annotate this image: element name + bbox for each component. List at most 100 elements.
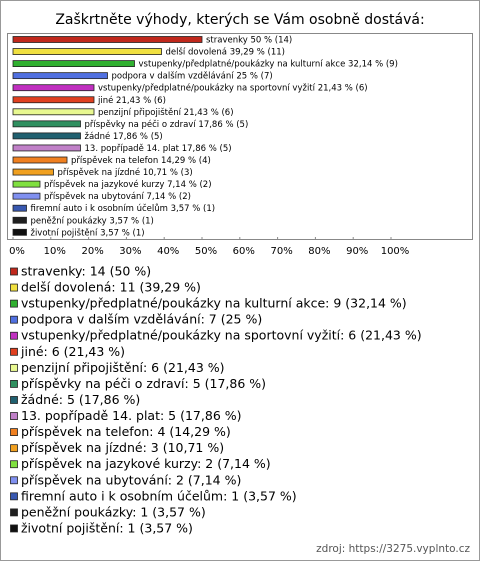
bar xyxy=(12,168,54,176)
data-label: peněžní poukázky 3,57 % (1) xyxy=(30,216,153,226)
category-label: příspěvky na péči o zdraví xyxy=(85,118,197,129)
category-label: delší dovolená xyxy=(166,46,228,57)
value-label: 14,29 % (4) xyxy=(161,156,211,166)
category-label: příspěvek na telefon xyxy=(71,156,158,166)
x-tick-label: 80% xyxy=(308,246,330,257)
category-label: stravenky xyxy=(206,35,248,45)
legend-label: příspěvky na péči o zdraví: 5 (17,86 %) xyxy=(21,376,266,391)
value-label: 25 % (7) xyxy=(236,71,272,81)
category-label: životní pojištění xyxy=(30,227,98,238)
data-label: žádné 17,86 % (5) xyxy=(85,130,163,141)
data-label: příspěvky na péči o zdraví 17,86 % (5) xyxy=(85,118,249,129)
legend-swatch xyxy=(10,267,18,276)
data-label: firemní auto i k osobním účelům 3,57 % (… xyxy=(30,203,215,214)
legend-label: jiné: 6 (21,43 %) xyxy=(20,344,125,359)
legend-swatch xyxy=(10,283,18,292)
data-label: penzijní připojištění 21,43 % (6) xyxy=(98,106,234,117)
legend-label: žádné: 5 (17,86 %) xyxy=(21,392,140,407)
bar xyxy=(12,180,41,188)
value-label: 17,86 % (5) xyxy=(182,143,232,153)
legend-label: 13. popřípadě 14. plat: 5 (17,86 %) xyxy=(21,408,242,423)
legend-swatch xyxy=(10,412,18,420)
x-tick-label: 40% xyxy=(157,246,179,257)
value-label: 50 % (14) xyxy=(250,35,292,45)
bar xyxy=(12,108,95,116)
bar xyxy=(12,216,27,224)
value-label: 7,14 % (2) xyxy=(167,180,211,190)
x-tick-label: 90% xyxy=(346,246,368,257)
legend-label: firemní auto i k osobním účelům: 1 (3,57… xyxy=(21,488,297,503)
bar xyxy=(12,228,27,236)
bar xyxy=(12,72,108,80)
legend-swatch xyxy=(10,380,18,388)
legend-swatch xyxy=(10,331,18,340)
category-label: podpora v dalším vzdělávání xyxy=(112,70,235,81)
legend-swatch xyxy=(10,396,18,404)
bar xyxy=(12,144,81,152)
category-label: příspěvek na jízdné xyxy=(57,167,140,178)
category-label: příspěvek na jazykové kurzy xyxy=(44,179,164,190)
legend-swatch xyxy=(10,363,18,372)
legend-swatch xyxy=(10,524,18,533)
chart-title: Zaškrtněte výhody, kterých se Vám osobně… xyxy=(55,12,424,28)
bar xyxy=(12,36,203,43)
data-label: jiné 21,43 % (6) xyxy=(97,94,166,105)
data-label: životní pojištění 3,57 % (1) xyxy=(30,227,144,238)
data-label: 13. popřípadě 14. plat 17,86 % (5) xyxy=(85,143,232,153)
data-label: příspěvek na jízdné 10,71 % (3) xyxy=(57,167,192,178)
category-label: peněžní poukázky xyxy=(30,216,106,226)
legend-label: vstupenky/předplatné/poukázky na sportov… xyxy=(21,328,422,343)
bar xyxy=(12,84,95,92)
data-label: příspěvek na ubytování 7,14 % (2) xyxy=(44,192,191,202)
bar xyxy=(12,192,41,200)
category-label: příspěvek na ubytování xyxy=(44,192,144,202)
legend-swatch xyxy=(10,315,18,324)
category-label: vstupenky/předplatné/poukázky na kulturn… xyxy=(138,58,345,69)
legend-label: příspěvek na jízdné: 3 (10,71 %) xyxy=(21,440,224,455)
legend-swatch xyxy=(10,347,18,356)
value-label: 32,14 % (9) xyxy=(348,59,398,69)
category-label: jiné xyxy=(97,94,113,105)
data-label: příspěvek na telefon 14,29 % (4) xyxy=(71,156,211,166)
legend-label: stravenky: 14 (50 %) xyxy=(21,264,151,279)
bar xyxy=(12,96,95,104)
value-label: 3,57 % (1) xyxy=(109,216,153,226)
legend-label: penzijní připojištění: 6 (21,43 %) xyxy=(21,360,225,375)
legend-swatch xyxy=(10,460,18,469)
legend-label: životní pojištění: 1 (3,57 %) xyxy=(21,520,193,535)
legend-label: příspěvek na jazykové kurzy: 2 (7,14 %) xyxy=(21,456,271,471)
legend-label: příspěvek na ubytování: 2 (7,14 %) xyxy=(21,472,241,487)
category-label: firemní auto i k osobním účelům xyxy=(30,203,167,214)
x-tick-label: 20% xyxy=(81,246,103,257)
x-tick-label: 70% xyxy=(270,246,292,257)
bar xyxy=(12,60,135,67)
value-label: 39,29 % (11) xyxy=(230,47,285,57)
value-label: 21,43 % (6) xyxy=(318,83,368,93)
legend-swatch xyxy=(10,476,18,485)
value-label: 10,71 % (3) xyxy=(143,168,193,178)
data-label: podpora v dalším vzdělávání 25 % (7) xyxy=(112,70,273,81)
category-label: 13. popřípadě 14. plat xyxy=(85,143,180,153)
legend-swatch xyxy=(10,299,18,308)
x-tick-label: 50% xyxy=(195,246,217,257)
x-tick-label: 10% xyxy=(44,246,66,257)
x-tick-label: 30% xyxy=(119,246,141,257)
data-label: stravenky 50 % (14) xyxy=(206,35,292,45)
legend-swatch xyxy=(10,444,18,453)
x-tick-label: 0% xyxy=(9,246,25,257)
bar xyxy=(12,156,68,164)
legend-label: peněžní poukázky: 1 (3,57 %) xyxy=(21,504,206,519)
value-label: 17,86 % (5) xyxy=(113,131,163,141)
data-label: vstupenky/předplatné/poukázky na kulturn… xyxy=(138,58,397,69)
source: zdroj: https://3275.vyplnto.cz xyxy=(316,543,470,555)
legend-label: delší dovolená: 11 (39,29 %) xyxy=(21,280,201,295)
data-label: příspěvek na jazykové kurzy 7,14 % (2) xyxy=(44,179,212,190)
category-label: penzijní připojištění xyxy=(98,106,182,117)
legend-label: podpora v dalším vzdělávání: 7 (25 %) xyxy=(21,312,262,327)
data-label: delší dovolená 39,29 % (11) xyxy=(166,46,285,57)
bar xyxy=(12,48,162,55)
bar xyxy=(12,120,81,128)
value-label: 3,57 % (1) xyxy=(100,228,144,238)
value-label: 21,43 % (6) xyxy=(116,95,166,105)
